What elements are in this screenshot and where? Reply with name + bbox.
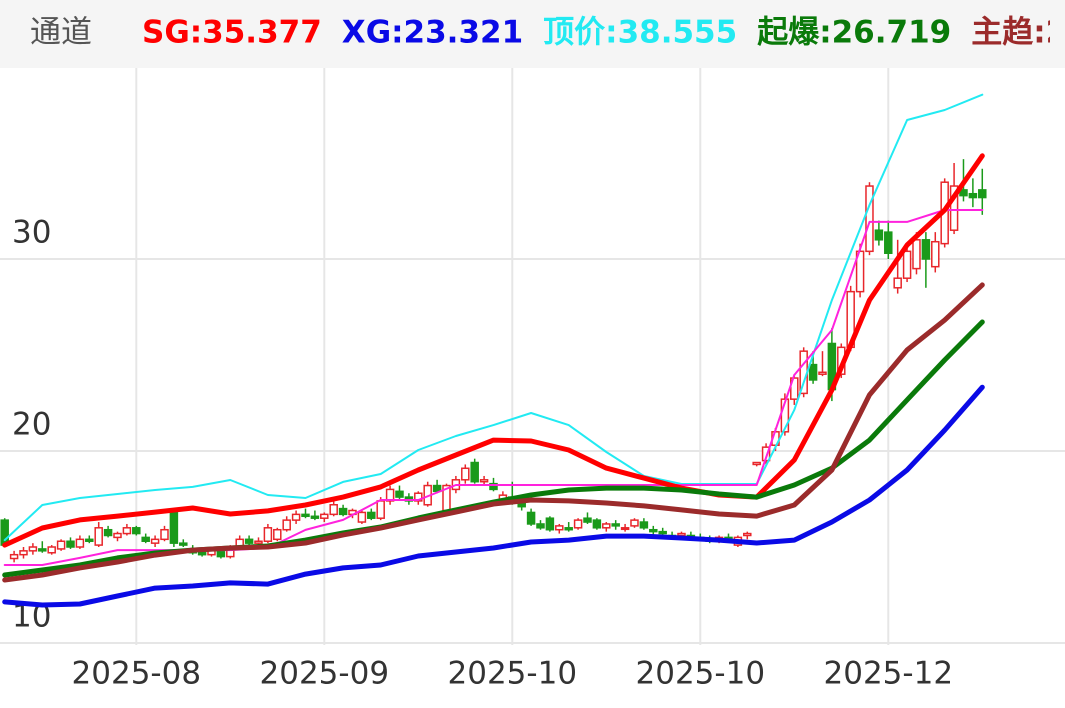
candle-body (949, 185, 959, 231)
candle-body (808, 363, 818, 381)
legend-entry: 起爆:26.719 (757, 15, 951, 51)
candle-body (902, 250, 912, 279)
candle-body (583, 517, 592, 523)
legend-entry: 顶价:38.555 (543, 15, 737, 51)
candle-body (66, 540, 75, 548)
header-bar (0, 0, 1065, 68)
candle-body (273, 528, 282, 541)
candle-body (912, 239, 921, 270)
y-tick-label: 20 (12, 407, 51, 443)
candle-body (818, 371, 827, 375)
legend-entry: XG:23.321 (342, 15, 523, 51)
candle-body (564, 527, 573, 531)
candle-body (244, 538, 254, 544)
candle-body (169, 511, 179, 544)
candle-body (620, 527, 630, 531)
legend-entry: 主趋:2 (971, 15, 1065, 51)
candle-body (921, 239, 931, 260)
candle-body (122, 527, 132, 535)
x-tick-label: 2025-08 (72, 656, 202, 692)
candle-body (555, 525, 564, 531)
candle-body (329, 504, 338, 516)
candle-body (47, 546, 56, 554)
candle-body (658, 530, 667, 535)
candle-body (536, 523, 545, 529)
x-tick-label: 2025-10 (448, 656, 578, 692)
candle-body (470, 461, 479, 483)
x-tick-label: 2025-09 (260, 656, 390, 692)
candle-body (639, 521, 649, 529)
candle-body (489, 482, 498, 491)
candle-body (282, 519, 291, 531)
x-tick-label: 2025-10 (636, 656, 766, 692)
candle-body (865, 185, 874, 253)
candle-body (179, 542, 188, 546)
candle-body (743, 532, 752, 537)
candle-body (893, 277, 902, 289)
legend-entry: SG:35.377 (142, 15, 322, 51)
candle-body (19, 550, 28, 556)
indicator-line (2, 153, 985, 548)
candle-body (9, 553, 19, 560)
candle-body (432, 484, 442, 493)
candle-body (103, 528, 113, 537)
candle-body (545, 517, 555, 531)
candle-body (677, 532, 686, 537)
candle-body (395, 490, 404, 498)
legend-title: 通道 (30, 15, 92, 51)
candle-body (141, 536, 150, 542)
candle-body (320, 513, 329, 519)
candle-body (752, 461, 761, 466)
candle-body (56, 540, 66, 550)
indicator-line (2, 282, 985, 583)
candle-body (376, 500, 385, 519)
candle-body (338, 507, 348, 516)
candle-body (461, 467, 470, 481)
candle-body (216, 550, 226, 558)
candle-body (959, 189, 968, 197)
legend: 通道 SG:35.377 XG:23.321 顶价:38.555 起爆:26.719 主… (30, 15, 1065, 51)
candle-body (160, 528, 169, 541)
candle-body (884, 231, 893, 254)
candle-body (38, 548, 47, 552)
candle-body (85, 538, 94, 542)
candle-body (526, 511, 536, 525)
candle-body (197, 552, 207, 556)
candle-body (113, 532, 122, 539)
candle-body (611, 523, 620, 527)
candle-body (649, 528, 658, 533)
candle-body (94, 527, 103, 546)
indicator-line (3, 93, 984, 542)
candle-body (301, 513, 310, 518)
candle-body (310, 515, 320, 519)
candle-body (254, 540, 263, 544)
candle-body (931, 240, 940, 268)
x-tick-label: 2025-12 (824, 656, 954, 692)
candle-body (479, 479, 489, 483)
candle-body (978, 189, 987, 199)
candle-body (874, 229, 884, 241)
candle-body (28, 546, 38, 552)
candle-body (132, 527, 141, 535)
candle-body (357, 511, 367, 523)
candle-body (592, 519, 602, 529)
indicator-line (2, 384, 985, 608)
candle-body (75, 538, 85, 548)
y-tick-label: 30 (12, 215, 51, 251)
candle-body (263, 527, 273, 542)
candle-body (291, 513, 301, 521)
candle-body (602, 523, 611, 529)
candle-body (630, 519, 639, 527)
candle-body (968, 192, 978, 199)
candle-body (367, 511, 376, 519)
candle-body (150, 538, 160, 544)
candle-body (573, 519, 583, 529)
